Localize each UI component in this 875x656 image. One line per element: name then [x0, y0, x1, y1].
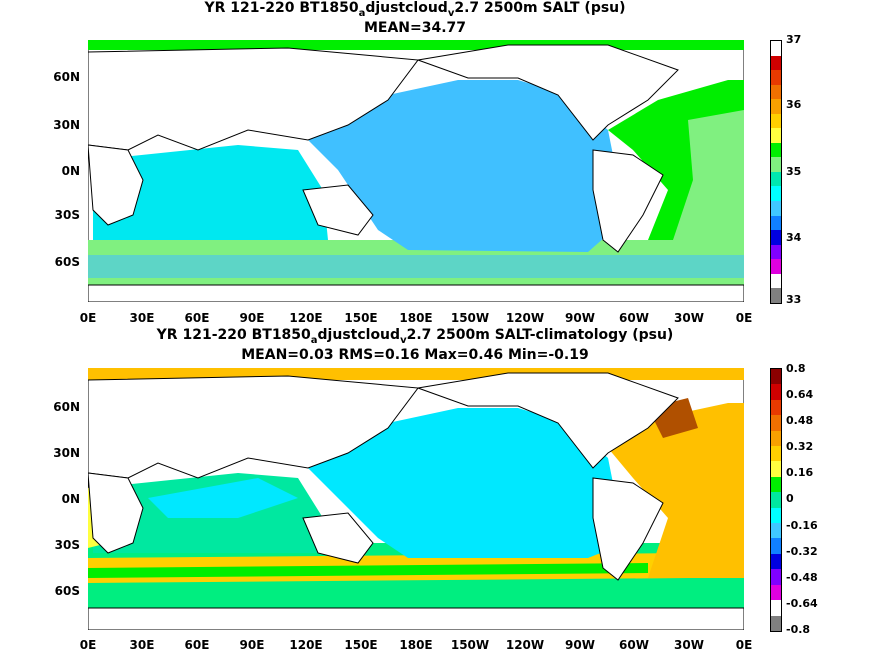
colorbar-segment: [771, 157, 781, 172]
colorbar-segment: [771, 186, 781, 202]
colorbar-segment: [771, 230, 781, 245]
panel1-colorbar: [770, 40, 782, 304]
panel1-map: [88, 40, 744, 302]
panel2-colorbar: [770, 368, 782, 632]
colorbar-segment: [771, 41, 781, 56]
colorbar-segment: [771, 171, 781, 187]
panel2-land-antarctica: [88, 607, 744, 630]
panel1-land-antarctica: [88, 284, 744, 302]
colorbar-segment: [771, 99, 781, 114]
colorbar-segment: [771, 476, 781, 493]
colorbar-segment: [771, 215, 781, 231]
colorbar-segment: [771, 492, 781, 508]
panel2-pacific-ocean: [303, 408, 618, 558]
panel1-land-australia: [302, 184, 374, 236]
panel2-stats: MEAN=0.03 RMS=0.16 Max=0.46 Min=-0.19: [241, 347, 589, 363]
colorbar-segment: [771, 55, 781, 71]
colorbar-segment: [771, 142, 781, 158]
colorbar-segment: [771, 538, 781, 554]
colorbar-segment: [771, 369, 781, 385]
panel1-stats: MEAN=34.77: [363, 20, 467, 36]
panel1-title: YR 121-220 BT1850adjustcloudv2.7 2500m S…: [204, 0, 626, 19]
colorbar-segment: [771, 415, 781, 431]
colorbar-segment: [771, 569, 781, 585]
colorbar-segment: [771, 600, 781, 616]
colorbar-segment: [771, 201, 781, 216]
panel2-land-south-america: [592, 477, 664, 581]
panel2-title: YR 121-220 BT1850adjustcloudv2.7 2500m S…: [156, 327, 674, 346]
colorbar-segment: [771, 553, 781, 570]
colorbar-segment: [771, 273, 781, 289]
colorbar-segment: [771, 70, 781, 85]
panel1-pacific-ocean: [303, 80, 618, 252]
colorbar-segment: [771, 615, 781, 631]
panel2-land-australia: [302, 512, 374, 564]
colorbar-segment: [771, 288, 781, 303]
colorbar-segment: [771, 430, 781, 447]
colorbar-segment: [771, 259, 781, 274]
panel2-land-africa: [88, 472, 144, 554]
colorbar-segment: [771, 244, 781, 260]
panel2-land-north-america: [416, 372, 679, 469]
panel1-land-north-america: [416, 44, 679, 141]
colorbar-segment: [771, 399, 781, 416]
colorbar-segment: [771, 384, 781, 400]
panel2-atlantic-ocean: [608, 403, 744, 578]
colorbar-segment: [771, 584, 781, 601]
colorbar-segment: [771, 507, 781, 524]
panel2-map: [88, 368, 744, 630]
panel1-land-africa: [88, 144, 144, 226]
panel1-land-south-america: [592, 149, 664, 253]
colorbar-segment: [771, 128, 781, 143]
colorbar-segment: [771, 461, 781, 477]
colorbar-segment: [771, 84, 781, 100]
colorbar-segment: [771, 523, 781, 539]
colorbar-segment: [771, 446, 781, 462]
panel1-indian-ocean: [93, 145, 328, 240]
colorbar-segment: [771, 113, 781, 129]
